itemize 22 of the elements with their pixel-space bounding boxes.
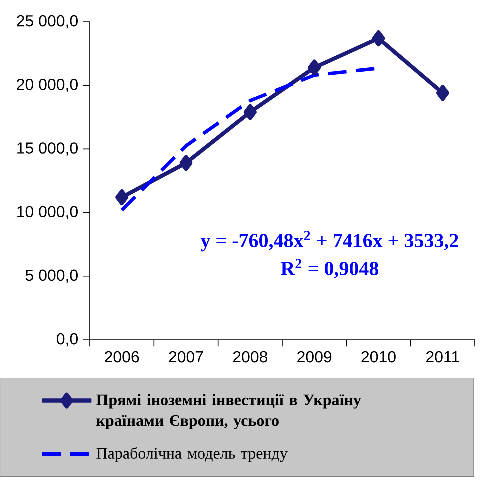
y-tick-label: 5 000,0: [26, 270, 78, 284]
point: [372, 30, 386, 47]
point: [180, 155, 193, 172]
point: [308, 60, 322, 76]
x-tick-label: 2007: [169, 351, 204, 363]
y-tick-label: 15 000,0: [18, 142, 78, 156]
legend-label: Параболічна модель тренду: [96, 447, 288, 462]
x-tick-label: 2006: [105, 351, 140, 363]
y-tick-label: 10 000,0: [18, 206, 78, 220]
y-tick-label: 0,0: [57, 333, 78, 347]
x-tick-label: 2010: [362, 351, 396, 363]
legend-label: Прямі іноземні інвестиції в Україну країнами Європи, усього: [96, 394, 362, 430]
x-tick-label: 2009: [298, 351, 332, 363]
annotation: R$^{2}$ = 0,9048: [281, 259, 379, 278]
annotation: y = -760,48x$^{2}$ + 7416x + 3533,2: [200, 231, 458, 252]
point: [244, 104, 257, 120]
x-tick-label: 2011: [426, 351, 460, 363]
point: [116, 190, 129, 206]
y-tick-label: 25 000,0: [17, 15, 78, 29]
y-tick-label: 20 000,0: [17, 79, 78, 92]
x-tick-label: 2008: [233, 351, 268, 363]
point: [436, 85, 450, 102]
